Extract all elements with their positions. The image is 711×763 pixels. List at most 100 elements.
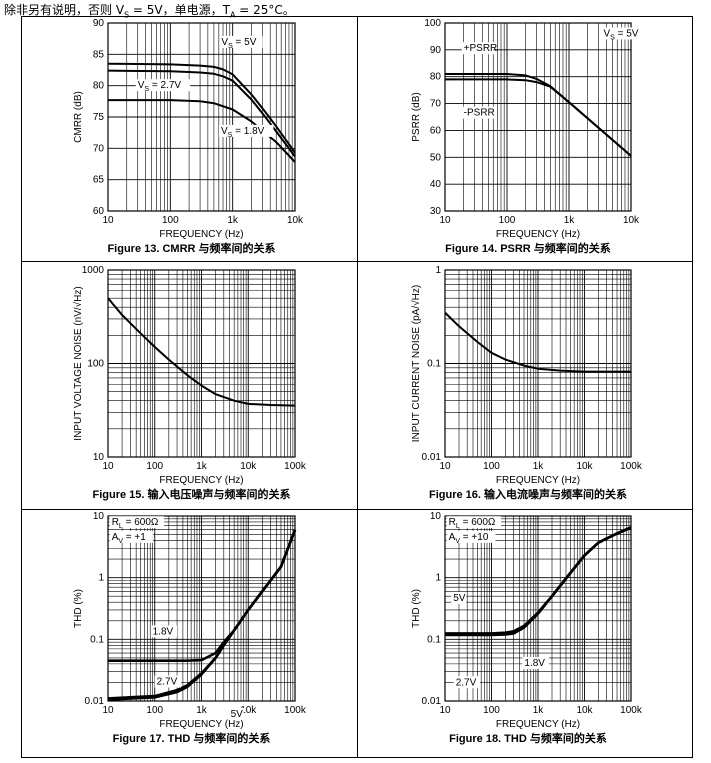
thd-av10-y-tick-label: 0.1 [427,634,441,645]
cmrr-y-tick-label: 80 [93,81,105,92]
psrr-x-axis-label: FREQUENCY (Hz) [496,229,580,240]
thd-av10-annotation-bg [453,676,481,689]
psrr-y-tick-label: 100 [424,18,441,29]
thd-av1-y-tick-label: 0.01 [85,696,105,707]
current-noise-caption: Figure 16. 输入电流噪声与频率间的关系 [429,487,627,501]
thd-av1-annotation-bg [228,708,244,721]
psrr-x-tick-label: 10 [439,215,451,226]
cmrr-x-axis-label: FREQUENCY (Hz) [159,229,243,240]
psrr-annotation: -PSRR [464,108,495,119]
psrr-annotation: +PSRR [464,43,498,54]
voltage-noise-x-tick-label: 1k [196,461,208,472]
figure-grid-divider [21,509,693,510]
figure-grid-divider [21,261,693,262]
thd-av1-series-line [107,529,297,701]
cmrr-series-line [107,69,296,158]
voltage-noise-series-line [107,297,296,407]
thd-av10-annotation: 2.7V [456,677,477,688]
thd-av1-y-tick-label: 1 [98,573,104,584]
thd-av1-annotation-bg [150,625,178,638]
psrr-plot-frame [444,22,632,212]
voltage-noise-x-tick-label: 100 [146,461,163,472]
thd-av1-x-tick-label: 1k [196,705,208,716]
psrr-x-tick-label: 100 [499,215,516,226]
thd-av1-caption: Figure 17. THD 与频率间的关系 [113,731,271,745]
thd-av10-x-axis-label: FREQUENCY (Hz) [496,719,580,730]
thd-av1-annotation: 5V [231,709,244,720]
current-noise-x-tick-label: 10k [576,461,593,472]
figure-grid-divider [357,16,358,758]
current-noise-plot-frame [444,269,632,458]
current-noise-x-tick-label: 100k [620,461,643,472]
cmrr-y-tick-label: 75 [93,112,105,123]
cmrr-series-line [108,99,296,163]
cmrr-y-tick-label: 90 [93,18,105,29]
thd-av10-x-tick-label: 1k [533,705,545,716]
thd-av1-x-tick-label: 10k [240,705,257,716]
conditions-note: 除非另有说明，否则 VS = 5V，单电源，TA = 25°C。 [4,3,295,20]
current-noise-y-axis-label: INPUT CURRENT NOISE (pA/√Hz) [410,285,422,442]
psrr-annotation-bg [461,42,494,55]
thd-av10-annotation: AV = +10 [449,532,489,545]
current-noise-x-tick-label: 10 [439,461,451,472]
thd-av1-annotation: RL = 600Ω [112,517,159,530]
current-noise-y-tick-label: 0.1 [427,359,441,370]
cmrr-series-line [107,62,296,154]
thd-av10-x-tick-label: 100 [483,705,500,716]
voltage-noise-plot-frame [107,269,296,458]
cmrr-y-tick-label: 60 [93,206,105,217]
voltage-noise-y-tick-label: 10 [93,452,105,463]
voltage-noise-x-tick-label: 10 [102,461,114,472]
voltage-noise-x-tick-label: 10k [240,461,257,472]
thd-av10-annotation-bg [446,530,496,543]
voltage-noise-x-tick-label: 100k [284,461,307,472]
cmrr-y-tick-label: 85 [93,49,105,60]
thd-av10-annotation-bg [446,516,502,529]
thd-av1-x-tick-label: 100 [146,705,163,716]
psrr-x-tick-label: 10k [623,215,640,226]
cmrr-y-tick-label: 65 [93,175,105,186]
thd-av10-annotation: 5V [453,593,466,604]
cmrr-x-tick-label: 10 [102,215,114,226]
thd-av10-caption: Figure 18. THD 与频率间的关系 [449,731,607,745]
thd-av10-y-tick-label: 0.01 [422,696,442,707]
voltage-noise-caption: Figure 15. 输入电压噪声与频率间的关系 [92,487,290,501]
thd-av10-y-axis-label: THD (%) [411,589,422,628]
thd-av1-y-tick-label: 10 [93,511,105,522]
psrr-y-tick-label: 80 [430,72,442,83]
psrr-annotation-bg [601,27,645,40]
thd-av10-y-tick-label: 1 [435,573,441,584]
thd-av10-annotation: 1.8V [524,658,545,669]
thd-av10-annotation-bg [522,656,549,669]
cmrr-caption: Figure 13. CMRR 与频率间的关系 [107,241,275,255]
current-noise-x-tick-label: 100 [483,461,500,472]
current-noise-y-tick-label: 0.01 [422,452,442,463]
cmrr-x-tick-label: 10k [287,215,304,226]
thd-av1-x-tick-label: 10 [102,705,114,716]
thd-av10-plot-frame [444,515,632,702]
psrr-y-tick-label: 50 [430,152,442,163]
cmrr-annotation-bg [135,79,191,92]
thd-av1-x-tick-label: 100k [284,705,307,716]
thd-av1-annotation: AV = +1 [112,532,147,545]
thd-av1-annotation-bg [109,530,153,543]
thd-av1-annotation: 1.8V [153,626,174,637]
psrr-y-axis-label: PSRR (dB) [411,92,422,141]
thd-av1-y-axis-label: THD (%) [73,589,84,628]
thd-av10-x-tick-label: 10 [439,705,451,716]
thd-av1-x-axis-label: FREQUENCY (Hz) [159,719,243,730]
cmrr-annotation: VS = 2.7V [138,80,182,93]
cmrr-x-tick-label: 100 [162,215,179,226]
cmrr-annotation: VS = 5V [221,37,256,50]
thd-av10-x-tick-label: 100k [620,705,643,716]
voltage-noise-y-tick-label: 1000 [82,265,105,276]
thd-av10-x-tick-label: 10k [576,705,593,716]
voltage-noise-x-axis-label: FREQUENCY (Hz) [159,475,243,486]
thd-av10-annotation: RL = 600Ω [449,517,496,530]
cmrr-annotation: VS = 1.8V [221,126,265,139]
psrr-y-tick-label: 70 [430,99,442,110]
thd-av1-annotation-bg [154,675,182,688]
psrr-annotation-bg [461,106,494,119]
current-noise-x-tick-label: 1k [533,461,545,472]
